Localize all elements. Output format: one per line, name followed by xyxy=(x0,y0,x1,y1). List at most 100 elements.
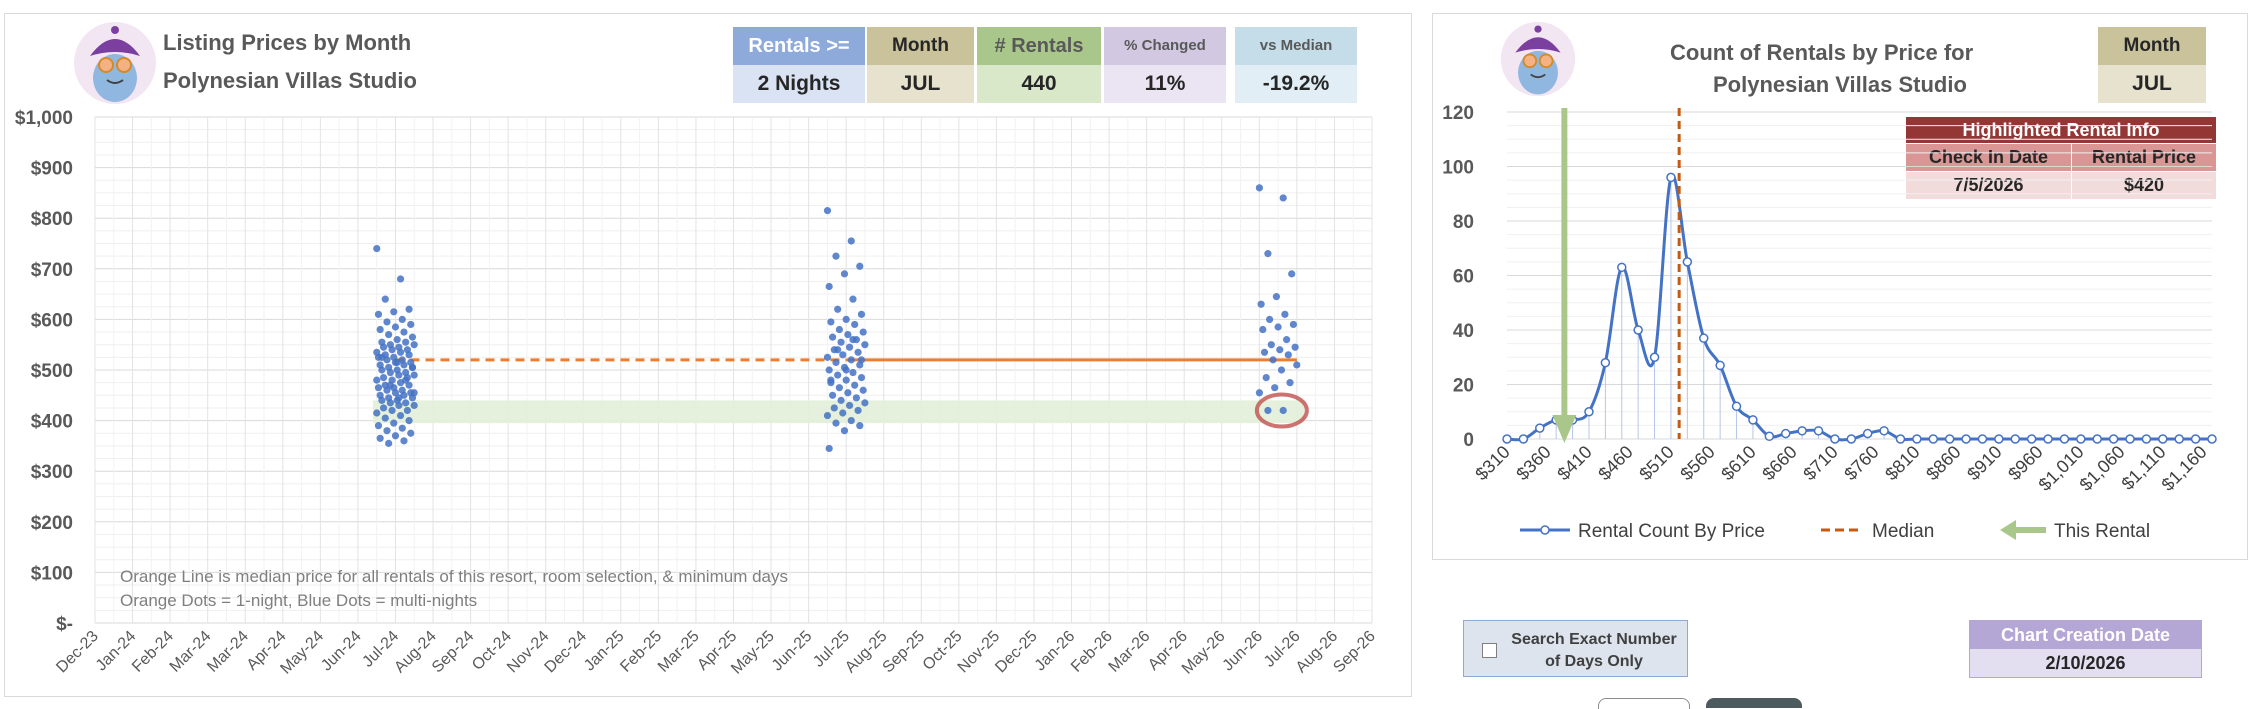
x-tick-label: Mar-24 xyxy=(167,628,215,676)
kpi-label: % Changed xyxy=(1104,27,1226,65)
price-dot xyxy=(857,373,866,382)
price-dot xyxy=(1279,406,1287,415)
price-dot xyxy=(385,330,393,339)
rental-count-point xyxy=(1633,325,1643,335)
x-tick-label: $410 xyxy=(1553,442,1595,484)
rental-count-point xyxy=(2108,434,2119,444)
y-tick-label: $600 xyxy=(31,310,73,331)
price-dot xyxy=(403,406,411,415)
price-dot xyxy=(391,389,400,397)
price-dot xyxy=(396,348,405,356)
price-dot xyxy=(837,396,845,404)
price-dot xyxy=(400,328,408,336)
x-tick-label: Jun-25 xyxy=(769,628,816,675)
action-button[interactable] xyxy=(1706,698,1802,708)
price-dot xyxy=(388,406,396,415)
price-dot xyxy=(398,315,406,323)
search-exact-days-checkbox[interactable]: Search Exact Number of Days Only xyxy=(1463,620,1688,677)
x-tick-label: Dec-23 xyxy=(53,628,102,677)
y-tick-label: $500 xyxy=(31,361,73,382)
rental-count-point xyxy=(1813,426,1824,436)
kpi-value: -19.2% xyxy=(1235,65,1357,103)
price-dot xyxy=(1264,250,1272,258)
creation-date-label: Chart Creation Date xyxy=(1970,621,2201,649)
price-dot xyxy=(373,244,381,253)
price-dot xyxy=(842,366,850,374)
price-dot xyxy=(400,437,408,445)
price-dot xyxy=(376,434,384,442)
page-title: Listing Prices by Month xyxy=(163,30,412,55)
rental-count-point xyxy=(2076,434,2086,444)
price-dot xyxy=(381,414,389,422)
price-dot xyxy=(832,419,840,427)
price-dot xyxy=(845,343,854,351)
y-tick-label: 60 xyxy=(1453,267,1474,288)
price-dot xyxy=(857,310,866,318)
price-dot xyxy=(1281,310,1289,318)
x-tick-label: $1,060 xyxy=(2076,442,2129,495)
x-tick-label: $310 xyxy=(1471,442,1513,484)
rental-count-point xyxy=(1682,257,1693,267)
price-dot xyxy=(1271,384,1279,392)
creation-date-value: 2/10/2026 xyxy=(1970,649,2201,677)
page-subtitle: Polynesian Villas Studio xyxy=(163,68,417,93)
price-dot xyxy=(859,328,867,336)
price-dot xyxy=(1283,336,1291,344)
price-dot xyxy=(1288,270,1296,278)
rental-count-point xyxy=(1698,333,1709,343)
price-dot xyxy=(396,275,405,283)
price-dot xyxy=(381,295,389,303)
count-chart-title: Count of Rentals by Price for xyxy=(1670,40,1974,65)
rental-count-point xyxy=(2026,434,2037,444)
price-dot xyxy=(383,427,391,435)
rental-count-point xyxy=(1617,262,1627,273)
price-dot xyxy=(840,427,849,435)
rental-count-point xyxy=(1748,415,1758,425)
price-dot xyxy=(823,353,832,361)
checkbox-box[interactable] xyxy=(1482,643,1497,658)
price-dot xyxy=(837,338,845,346)
y-tick-label: 40 xyxy=(1453,321,1474,342)
price-dot xyxy=(861,341,869,349)
rental-count-point xyxy=(1895,434,1906,444)
x-tick-label: $660 xyxy=(1758,442,1800,484)
price-dot xyxy=(1267,341,1275,349)
rental-count-point xyxy=(1846,434,1857,444)
legend-count-marker xyxy=(1540,525,1550,535)
price-dot xyxy=(378,353,386,361)
price-dot xyxy=(383,386,391,394)
this-rental-arrow-icon xyxy=(1552,415,1577,443)
y-tick-label: 80 xyxy=(1453,212,1474,233)
rental-count-point xyxy=(1715,360,1725,371)
price-dot xyxy=(383,318,391,326)
x-tick-label: $710 xyxy=(1799,442,1841,484)
rental-count-point xyxy=(2059,434,2070,444)
x-tick-label: Sep-26 xyxy=(1330,628,1379,677)
price-dot xyxy=(402,338,410,346)
x-tick-label: Mar-26 xyxy=(1106,628,1154,676)
y-tick-label: 0 xyxy=(1463,430,1474,451)
x-tick-label: Feb-26 xyxy=(1068,628,1116,676)
price-dot xyxy=(1257,300,1265,308)
rental-count-point xyxy=(1731,401,1742,412)
price-dot xyxy=(861,399,869,407)
price-dot xyxy=(408,363,417,372)
price-dot xyxy=(410,371,418,379)
x-tick-label: $610 xyxy=(1717,442,1759,484)
y-tick-label: $300 xyxy=(31,462,73,483)
kpi-month: Month JUL xyxy=(867,27,974,103)
price-dot xyxy=(395,371,403,379)
price-dot xyxy=(1255,184,1264,192)
price-dot xyxy=(825,366,833,374)
price-dot xyxy=(823,207,832,215)
y-tick-label: $700 xyxy=(31,260,73,281)
rental-count-point xyxy=(2190,434,2201,444)
price-dot xyxy=(374,310,383,318)
price-dot xyxy=(402,376,410,384)
kpi-label: Rentals >= xyxy=(733,27,865,65)
price-dot xyxy=(390,308,398,316)
price-dot xyxy=(854,348,862,356)
price-dot xyxy=(396,411,405,420)
x-tick-label: $760 xyxy=(1840,442,1882,484)
rental-count-point xyxy=(1944,434,1955,444)
